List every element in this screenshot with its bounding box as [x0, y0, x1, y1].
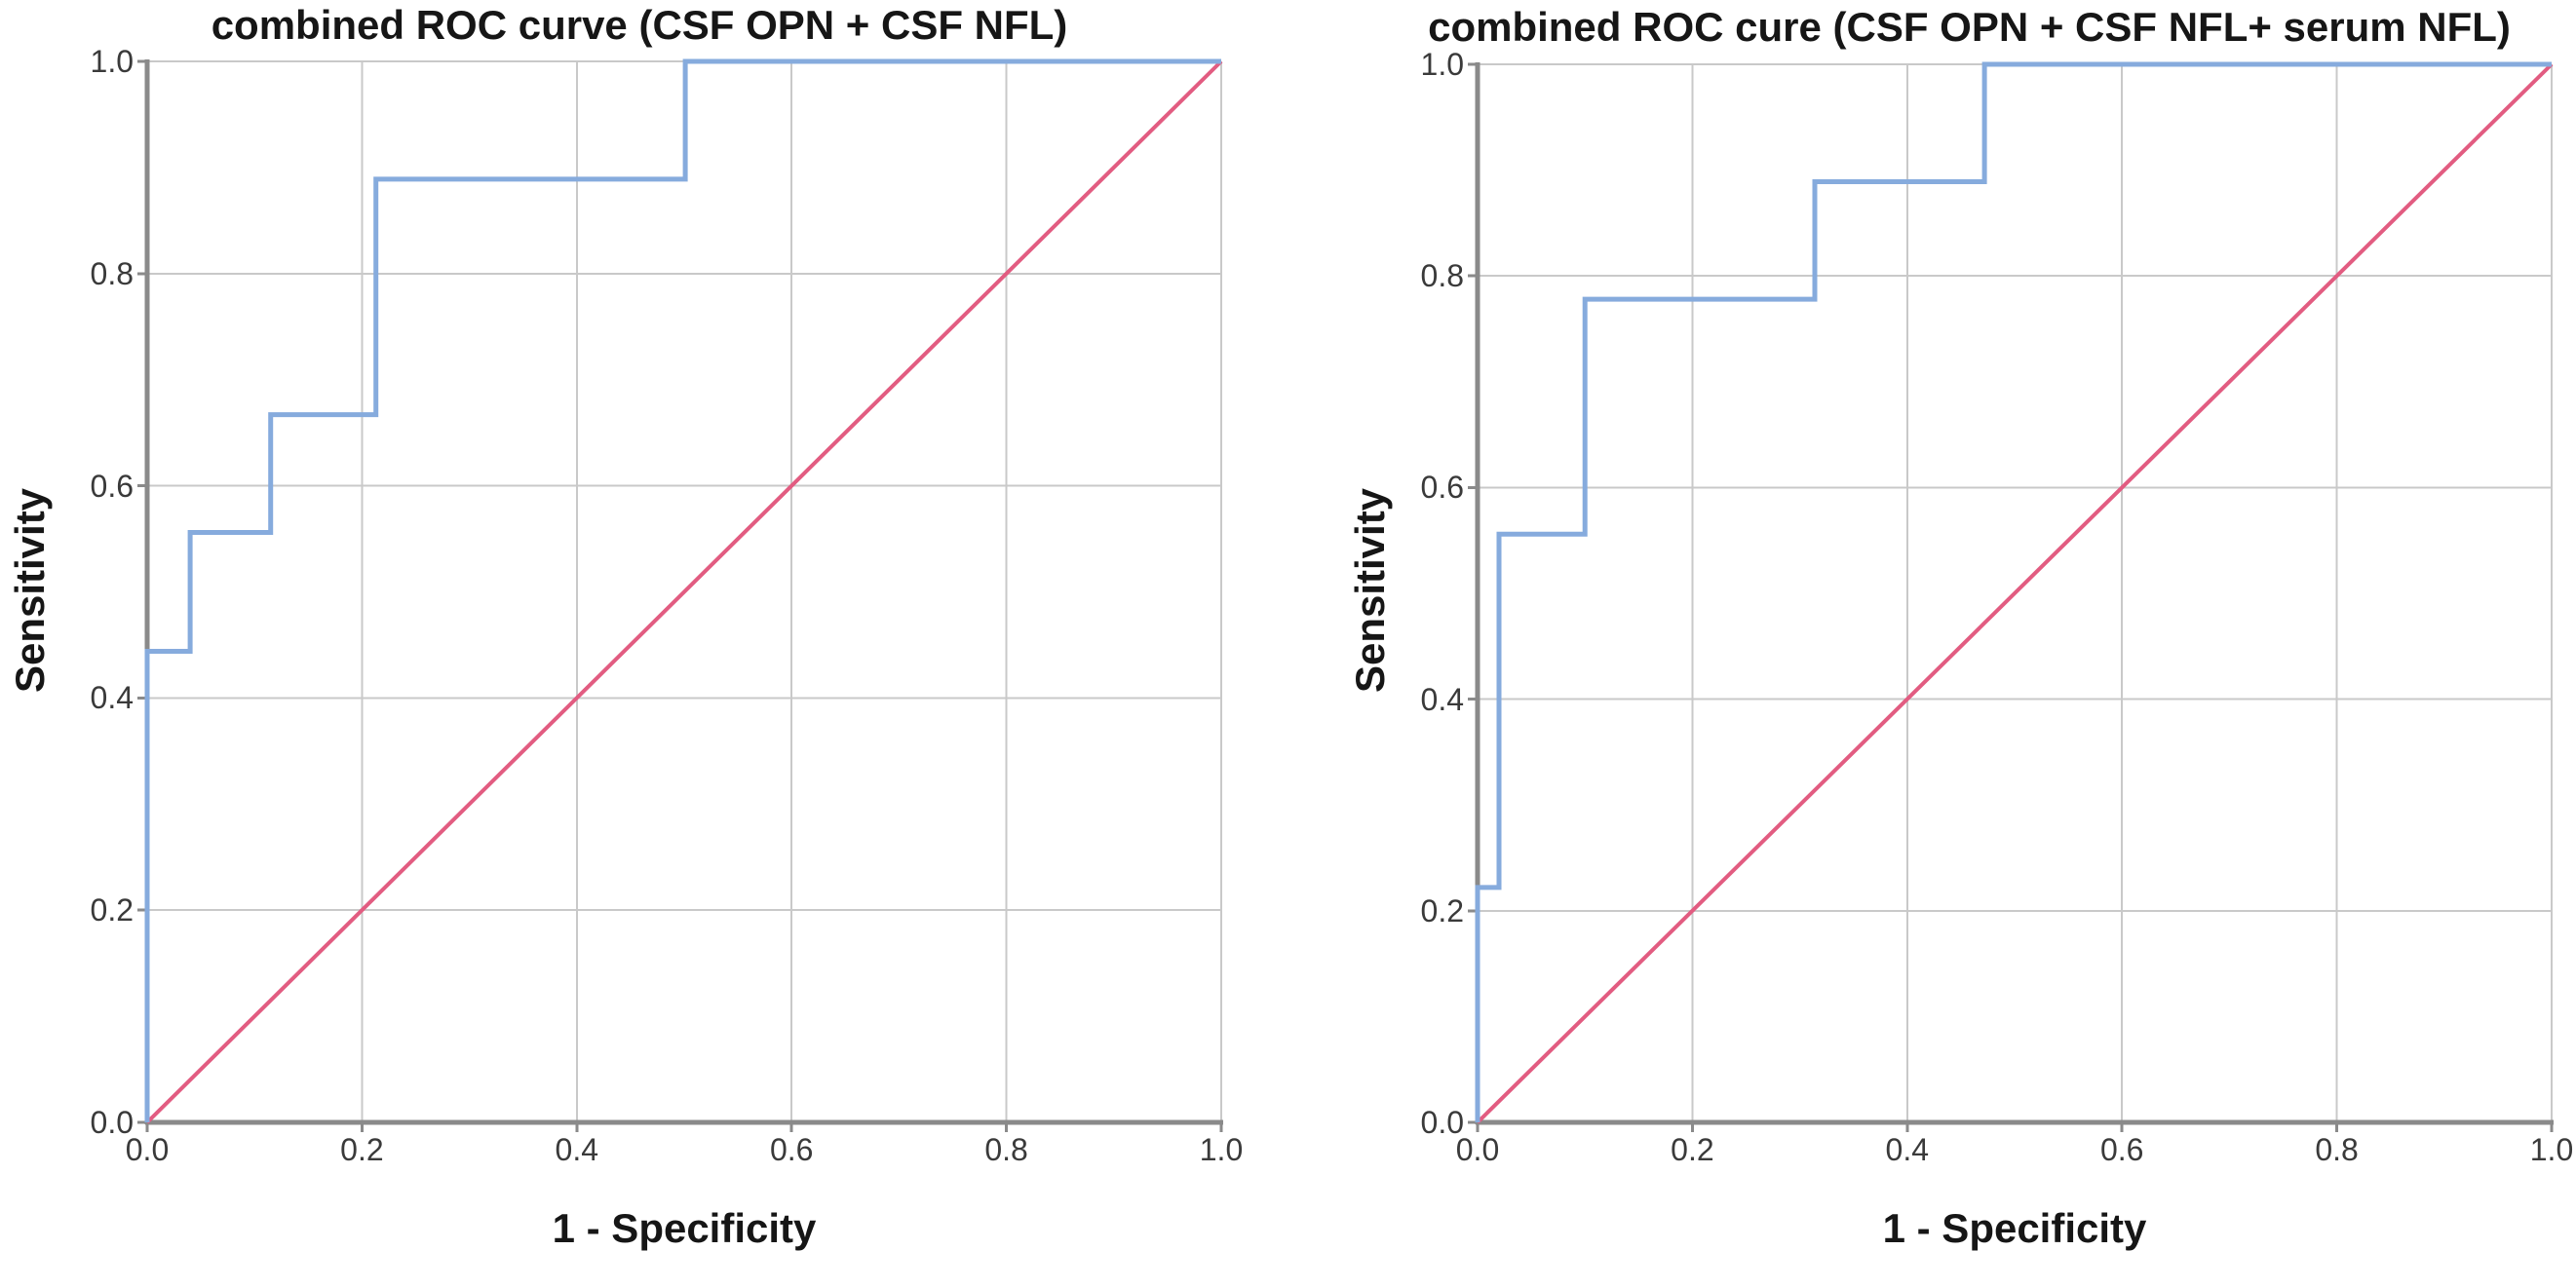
y-tick-label: 1.0: [1420, 47, 1464, 82]
x-tick-label: 0.0: [125, 1132, 170, 1167]
plot-area-right: [1468, 61, 2554, 1132]
y-tick-label: 0.6: [90, 468, 134, 504]
y-tick-label: 0.2: [1420, 892, 1464, 928]
y-tick-label: 0.2: [90, 892, 134, 928]
reference-line-left: [145, 59, 1223, 1124]
chart-title-left: combined ROC curve (CSF OPN + CSF NFL): [211, 2, 1068, 48]
x-tick-label: 1.0: [2529, 1132, 2574, 1167]
y-tick-label: 0.8: [90, 255, 134, 291]
y-tick-label: 0.4: [90, 680, 134, 716]
x-tick-label: 0.2: [1671, 1132, 1714, 1167]
x-axis-label-right: 1 - Specificity: [1882, 1205, 2147, 1251]
y-tick-label: 0.0: [1420, 1105, 1464, 1140]
y-axis-label-left: Sensitivity: [7, 487, 53, 694]
y-axis-label-right: Sensitivity: [1347, 487, 1393, 694]
chart-title-right: combined ROC cure (CSF OPN + CSF NFL+ se…: [1428, 4, 2511, 50]
y-tick-label: 1.0: [90, 44, 134, 79]
x-tick-label: 0.2: [340, 1132, 384, 1167]
plot-area-left: [137, 58, 1223, 1132]
y-tick-label: 0.4: [1420, 681, 1464, 717]
y-tick-label: 0.0: [90, 1105, 134, 1140]
x-tick-label: 0.6: [769, 1132, 814, 1167]
x-tick-label: 0.4: [1885, 1132, 1930, 1167]
roc-curve-right: [1475, 61, 2552, 1122]
x-tick-label: 0.6: [2099, 1132, 2144, 1167]
roc-curve-left: [144, 58, 1221, 1122]
x-tick-label: 0.8: [984, 1132, 1028, 1167]
x-axis-label-left: 1 - Specificity: [552, 1205, 817, 1251]
reference-line-right: [1476, 62, 2554, 1124]
y-tick-label: 0.8: [1420, 258, 1464, 294]
x-tick-label: 0.4: [555, 1132, 599, 1167]
y-tick-label: 0.6: [1420, 470, 1464, 506]
x-tick-label: 0.0: [1455, 1132, 1500, 1167]
x-tick-label: 1.0: [1199, 1132, 1244, 1167]
x-tick-label: 0.8: [2315, 1132, 2359, 1167]
